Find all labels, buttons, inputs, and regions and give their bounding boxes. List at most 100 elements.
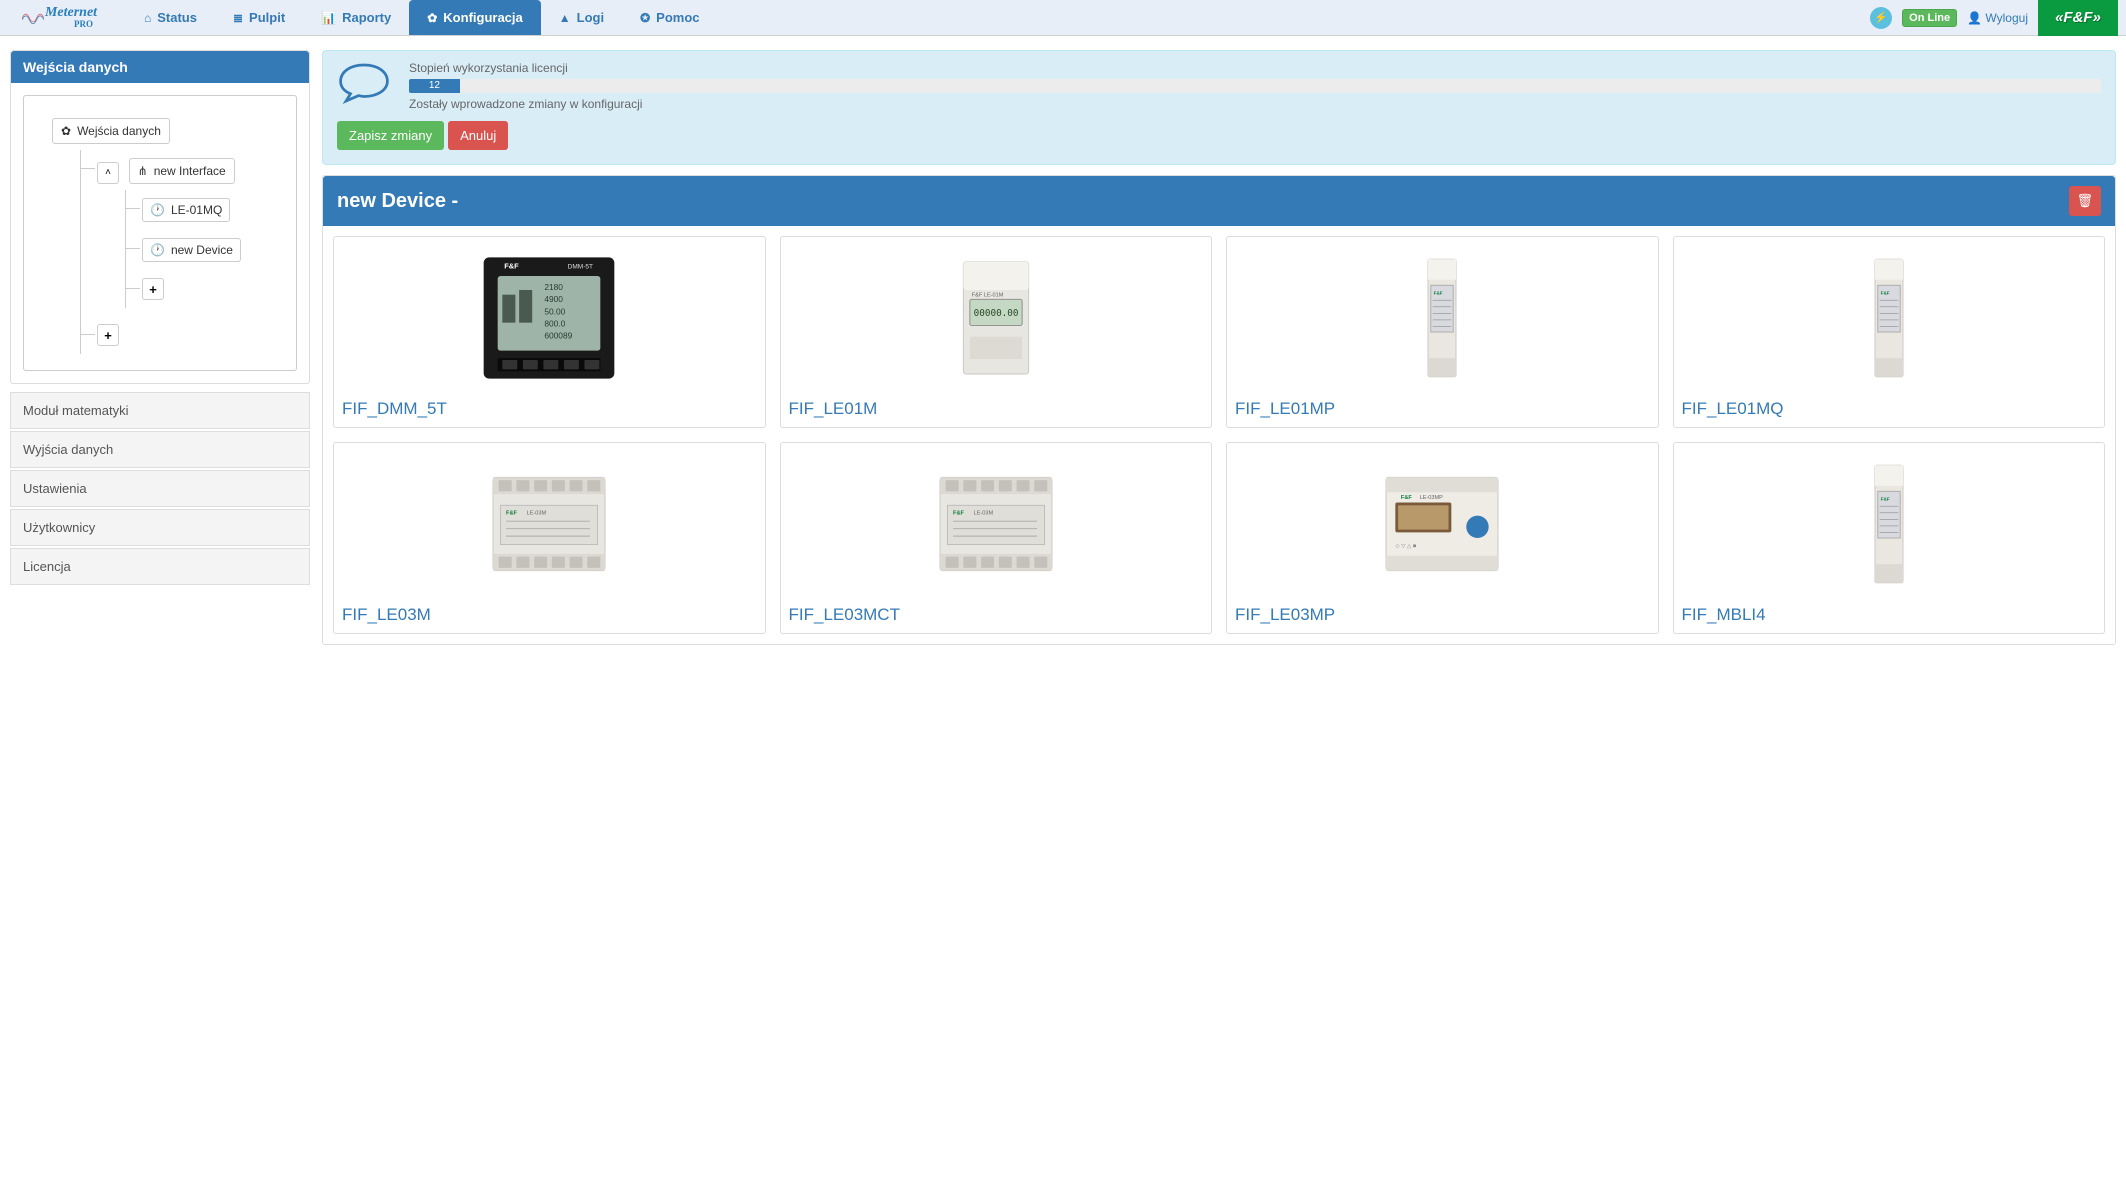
- sidebar-nav: Moduł matematyki Wyjścia danych Ustawien…: [10, 392, 310, 585]
- tab-status[interactable]: ⌂ Status: [126, 0, 215, 35]
- tab-pomoc[interactable]: ✪ Pomoc: [622, 0, 717, 35]
- tree-interface[interactable]: ⋔ new Interface: [129, 158, 235, 184]
- wave-icon: [21, 6, 45, 30]
- tab-pulpit-label: Pulpit: [249, 10, 285, 25]
- tab-pulpit[interactable]: ≣ Pulpit: [215, 0, 303, 35]
- device-image: F&F DMM-5T 2180 4900 50.00 800.0 600089: [340, 243, 759, 393]
- svg-text:800.0: 800.0: [545, 318, 566, 328]
- inputs-panel: Wejścia danych ✿ Wejścia danych ˄ ⋔: [10, 50, 310, 384]
- tree: ✿ Wejścia danych ˄ ⋔ new Interface: [23, 95, 297, 371]
- tree-dev2-row: 🕐 new Device: [126, 230, 286, 270]
- meter-icon: 🕐: [150, 243, 165, 257]
- collapse-button[interactable]: ˄: [97, 162, 119, 184]
- license-progress: 12: [409, 79, 2101, 93]
- gear-icon: ✿: [61, 124, 71, 138]
- svg-text:F&F: F&F: [506, 511, 517, 517]
- brand-right-logo: «F&F»: [2038, 0, 2118, 36]
- save-changes-button[interactable]: Zapisz zmiany: [337, 121, 444, 150]
- brand-text: Meternet PRO: [45, 6, 97, 29]
- svg-text:00000.00: 00000.00: [973, 308, 1018, 319]
- license-progress-bar: 12: [409, 79, 460, 93]
- brand-sub: PRO: [45, 20, 97, 29]
- device-card-fif_le03mct[interactable]: F&F LE-03M FIF_LE03MCT: [780, 442, 1213, 634]
- add-interface-button[interactable]: +: [97, 324, 119, 346]
- logout-label: Wyloguj: [1985, 11, 2028, 25]
- connection-icon[interactable]: ⚡: [1870, 7, 1892, 29]
- tree-root-row: ✿ Wejścia danych: [52, 118, 286, 144]
- sidebar-item-users[interactable]: Użytkownicy: [10, 509, 310, 546]
- device-panel-title: new Device -: [337, 190, 458, 213]
- svg-text:F&F LE-01M: F&F LE-01M: [971, 293, 1003, 299]
- tree-device-le01mq[interactable]: 🕐 LE-01MQ: [142, 198, 230, 222]
- user-icon: 👤: [1967, 11, 1982, 25]
- tab-raporty[interactable]: 📊 Raporty: [303, 0, 409, 35]
- tree-children-1: ˄ ⋔ new Interface 🕐 LE-01MQ: [80, 150, 286, 354]
- device-panel-header: new Device - 🗑: [323, 176, 2115, 226]
- tree-root[interactable]: ✿ Wejścia danych: [52, 118, 170, 144]
- add-device-button[interactable]: +: [142, 278, 164, 300]
- device-label: FIF_LE01M: [787, 393, 1206, 421]
- svg-text:4900: 4900: [545, 294, 564, 304]
- logout-link[interactable]: 👤 Wyloguj: [1967, 11, 2028, 25]
- device-image: 00000.00 F&F LE-01M: [787, 243, 1206, 393]
- device-label: FIF_LE01MP: [1233, 393, 1652, 421]
- svg-text:F&F: F&F: [1880, 291, 1889, 296]
- tab-pomoc-label: Pomoc: [656, 10, 699, 25]
- tab-konfiguracja[interactable]: ✿ Konfiguracja: [409, 0, 541, 35]
- svg-text:LE-03M: LE-03M: [527, 511, 547, 517]
- tree-root-label: Wejścia danych: [77, 124, 161, 138]
- content: Stopień wykorzystania licencji 12 Został…: [322, 50, 2116, 645]
- device-card-fif_mbli4[interactable]: F&F FIF_MBLI4: [1673, 442, 2106, 634]
- device-card-fif_le01mp[interactable]: F&F FIF_LE01MP: [1226, 236, 1659, 428]
- chart-icon: 📊: [321, 11, 336, 25]
- device-grid: F&F DMM-5T 2180 4900 50.00 800.0 600089 …: [323, 226, 2115, 644]
- interface-icon: ⋔: [138, 164, 148, 178]
- svg-text:2180: 2180: [545, 282, 564, 292]
- license-title: Stopień wykorzystania licencji: [409, 61, 2101, 75]
- tree-add-interface-row: +: [81, 316, 286, 354]
- device-label: FIF_MBLI4: [1680, 599, 2099, 627]
- meter-icon: 🕐: [150, 203, 165, 217]
- device-card-fif_dmm_5t[interactable]: F&F DMM-5T 2180 4900 50.00 800.0 600089 …: [333, 236, 766, 428]
- tab-konfiguracja-label: Konfiguracja: [443, 10, 522, 25]
- svg-text:F&F: F&F: [504, 262, 519, 271]
- gear-icon: ✿: [427, 11, 437, 25]
- device-panel: new Device - 🗑 F&F DMM-5T 2180 4900 50.0…: [322, 175, 2116, 645]
- svg-text:DMM-5T: DMM-5T: [568, 264, 593, 271]
- tab-logi-label: Logi: [577, 10, 604, 25]
- device-label: FIF_DMM_5T: [340, 393, 759, 421]
- device-image: F&F LE-03M: [787, 449, 1206, 599]
- main-area: Wejścia danych ✿ Wejścia danych ˄ ⋔: [0, 36, 2126, 659]
- delete-device-button[interactable]: 🗑: [2069, 186, 2101, 216]
- sidebar-item-license[interactable]: Licencja: [10, 548, 310, 585]
- tree-interface-row: ˄ ⋔ new Interface 🕐 LE-01MQ: [81, 150, 286, 316]
- tree-add-child-row: +: [126, 270, 286, 308]
- tab-logi[interactable]: ▲ Logi: [541, 0, 622, 35]
- config-changed-msg: Zostały wprowadzone zmiany w konfiguracj…: [409, 97, 2101, 111]
- nav-tabs: ⌂ Status ≣ Pulpit 📊 Raporty ✿ Konfigurac…: [126, 0, 718, 35]
- warning-icon: ▲: [559, 11, 571, 25]
- sidebar-item-math[interactable]: Moduł matematyki: [10, 392, 310, 429]
- cancel-button[interactable]: Anuluj: [448, 121, 508, 150]
- sidebar-item-outputs[interactable]: Wyjścia danych: [10, 431, 310, 468]
- device-card-fif_le03mp[interactable]: F&F LE-03MP ◇ ▽ △ ■ FIF_LE03MP: [1226, 442, 1659, 634]
- device-card-fif_le01m[interactable]: 00000.00 F&F LE-01M FIF_LE01M: [780, 236, 1213, 428]
- device-image: F&F: [1233, 243, 1652, 393]
- svg-text:50.00: 50.00: [545, 306, 566, 316]
- device-label: FIF_LE03M: [340, 599, 759, 627]
- tree-interface-label: new Interface: [154, 164, 226, 178]
- device-label: FIF_LE01MQ: [1680, 393, 2099, 421]
- navbar: Meternet PRO ⌂ Status ≣ Pulpit 📊 Raporty…: [0, 0, 2126, 36]
- device-card-fif_le01mq[interactable]: F&F FIF_LE01MQ: [1673, 236, 2106, 428]
- device-image: F&F LE-03MP ◇ ▽ △ ■: [1233, 449, 1652, 599]
- tree-device-new[interactable]: 🕐 new Device: [142, 238, 241, 262]
- inputs-panel-title: Wejścia danych: [11, 51, 309, 83]
- svg-text:F&F: F&F: [1401, 495, 1412, 501]
- device-label: FIF_LE03MCT: [787, 599, 1206, 627]
- sidebar: Wejścia danych ✿ Wejścia danych ˄ ⋔: [10, 50, 310, 587]
- tab-raporty-label: Raporty: [342, 10, 391, 25]
- tree-children-2: 🕐 LE-01MQ 🕐 new Device: [125, 190, 286, 308]
- brand-logo: Meternet PRO: [4, 6, 114, 30]
- sidebar-item-settings[interactable]: Ustawienia: [10, 470, 310, 507]
- device-card-fif_le03m[interactable]: F&F LE-03M FIF_LE03M: [333, 442, 766, 634]
